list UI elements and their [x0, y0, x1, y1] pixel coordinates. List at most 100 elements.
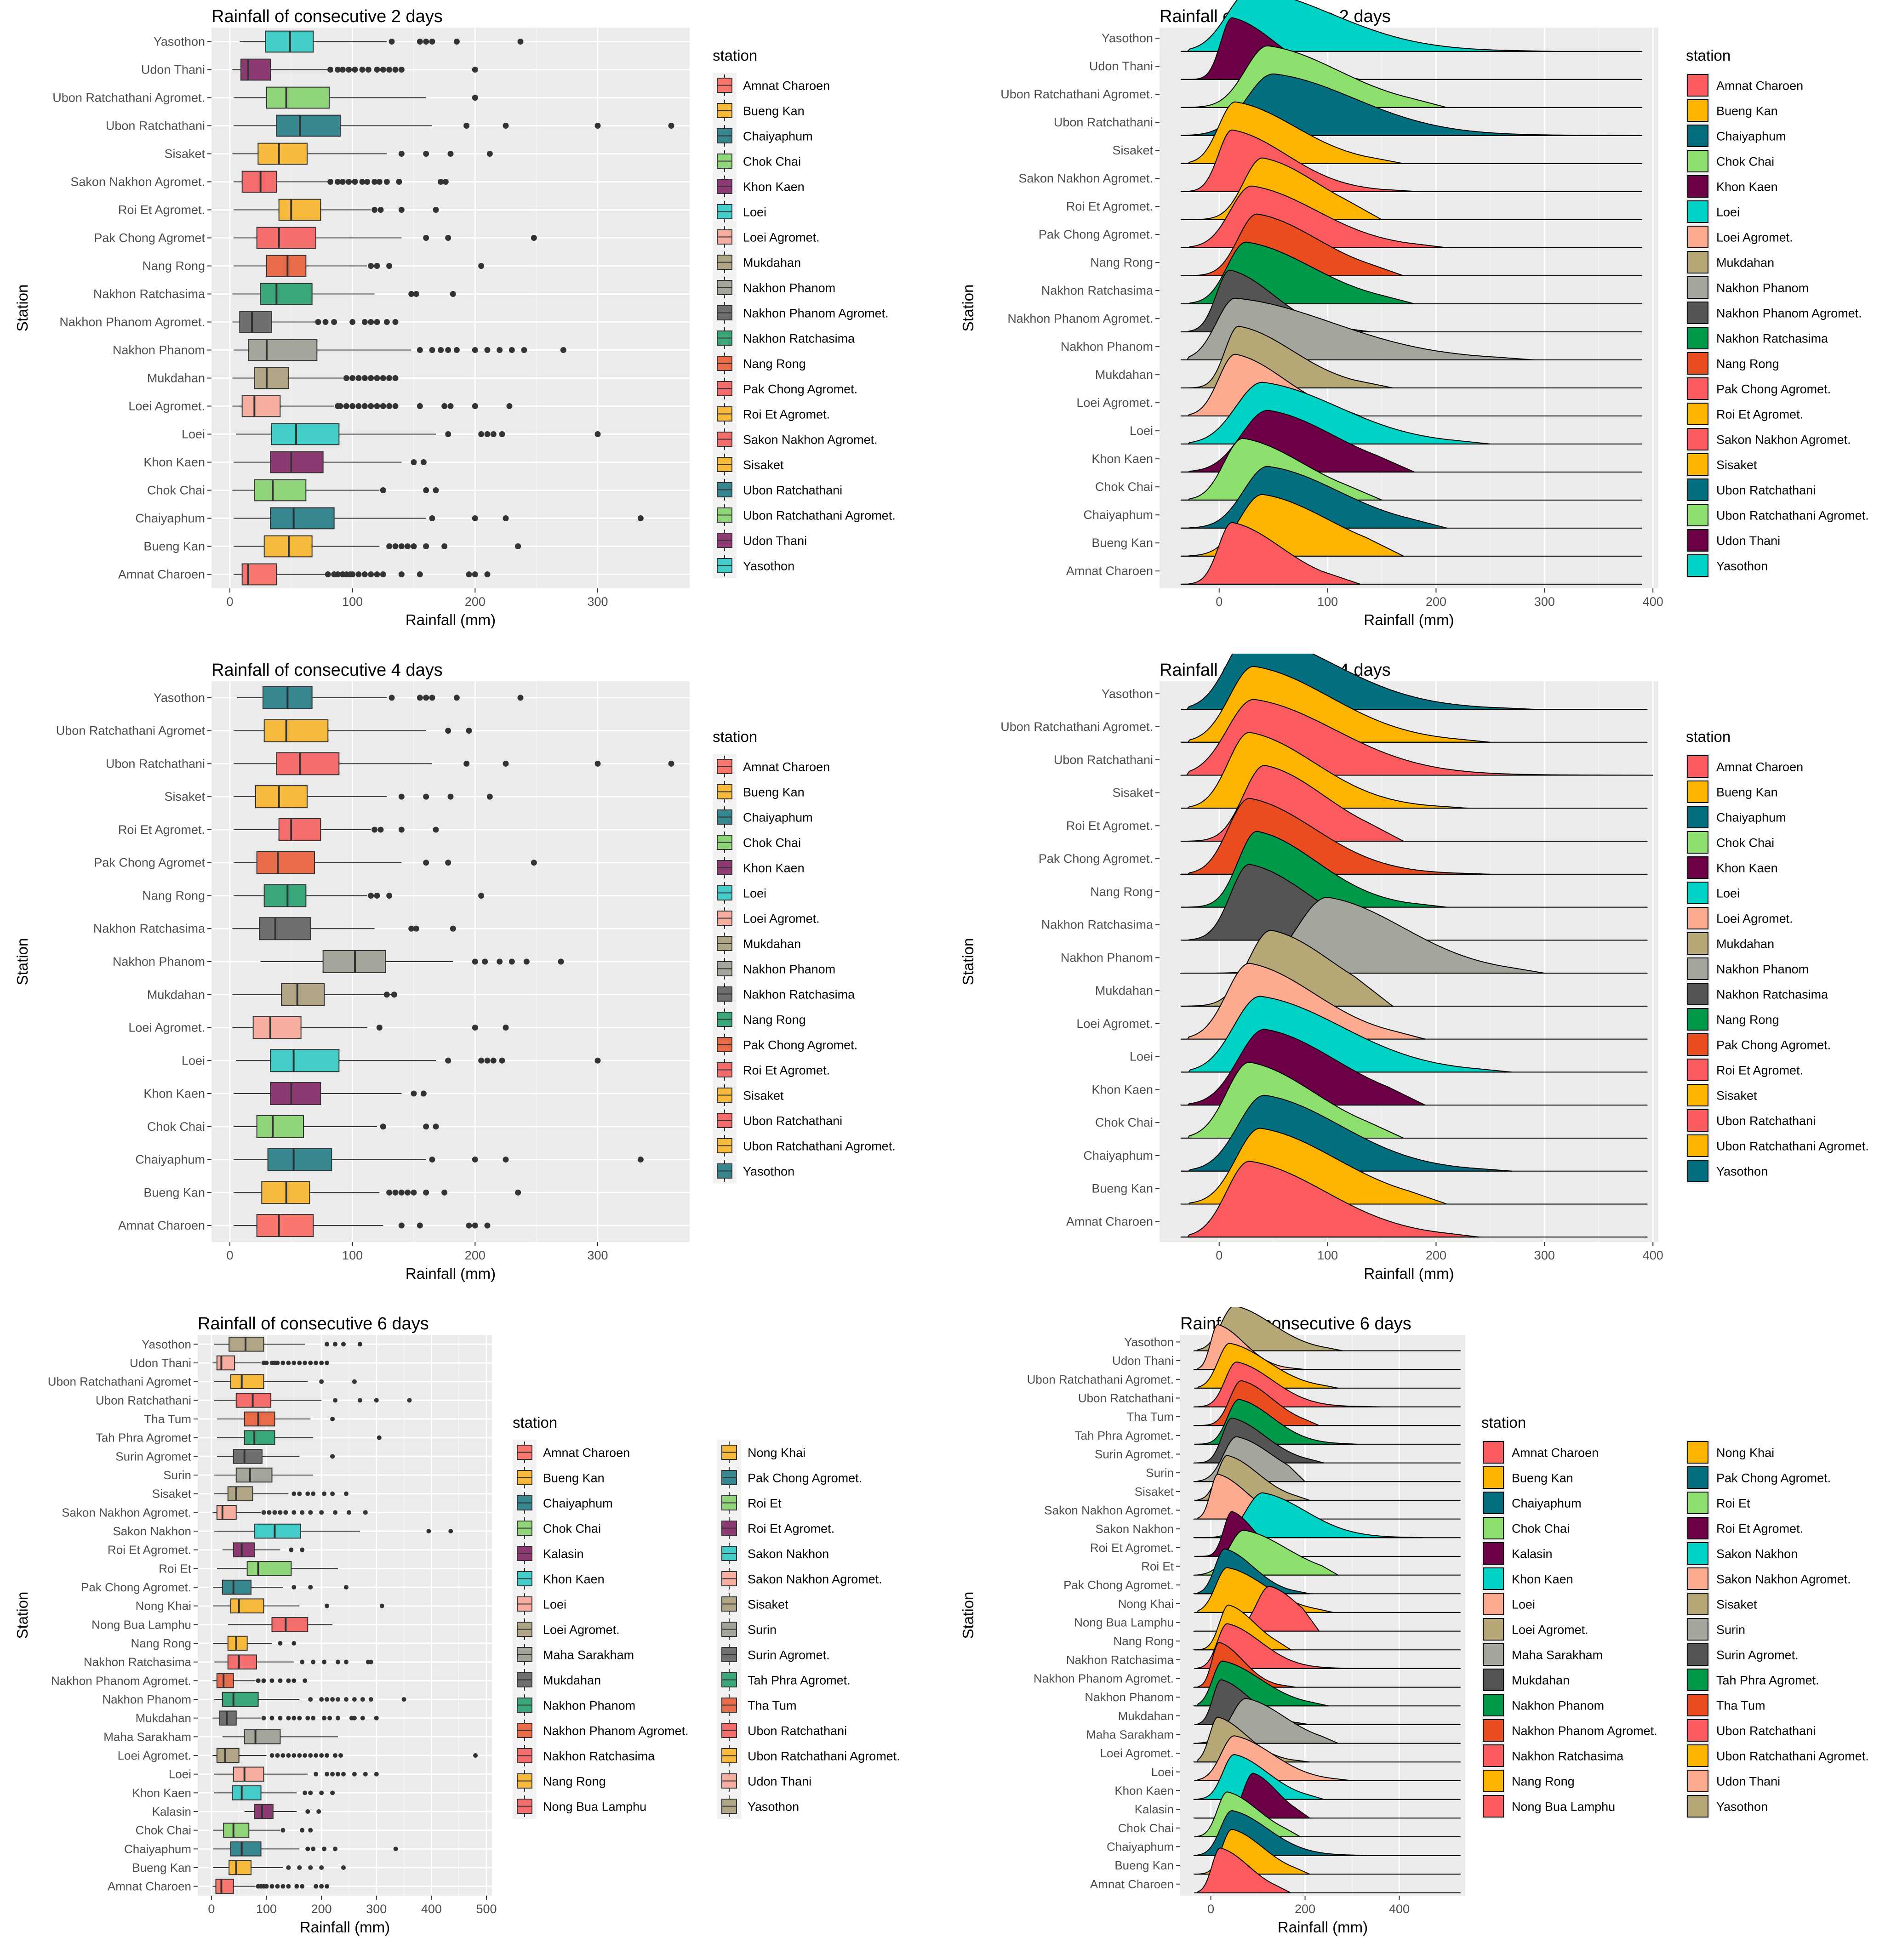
legend-key-yasothon — [1687, 1795, 1708, 1818]
outlier-loei — [478, 1057, 485, 1064]
outlier-udon-thani — [352, 67, 358, 73]
y-tick-label-nakhon-ratchasima: Nakhon Ratchasima — [93, 287, 206, 301]
outlier-bueng-kan — [441, 1189, 448, 1196]
y-tick-label-bueng-kan: Bueng Kan — [143, 1185, 205, 1199]
y-tick-label-khon-kaen: Khon Kaen — [1091, 452, 1153, 466]
legend-label-bueng-kan: Bueng Kan — [543, 1471, 605, 1485]
legend-label-sakon-nakhon-agromet: Sakon Nakhon Agromet. — [743, 433, 878, 447]
outlier-chaiyaphum — [322, 1846, 327, 1852]
outlier-udon-thani — [264, 1361, 269, 1365]
outlier-sakon-nakhon — [426, 1529, 431, 1533]
outlier-ubon-ratchathani — [463, 760, 470, 767]
legend-label-yasothon: Yasothon — [743, 1165, 794, 1179]
legend-key-sisaket — [1687, 453, 1708, 476]
legend-key-chaiyaphum — [1687, 125, 1708, 147]
outlier-sisaket — [398, 793, 405, 800]
box-nang-rong — [227, 1635, 248, 1651]
legend-label-chok-chai: Chok Chai — [1716, 836, 1774, 850]
legend-label-amnat-charoen: Amnat Charoen — [1716, 79, 1803, 93]
outlier-nong-khai — [325, 1603, 330, 1608]
legend-key-sisaket — [1687, 1593, 1708, 1615]
outlier-chaiyaphum — [311, 1846, 316, 1852]
plot-background — [198, 1335, 492, 1896]
outlier-pak-chong-agromet — [531, 860, 537, 866]
y-tick-label-loei-agromet: Loei Agromet. — [118, 1749, 191, 1762]
y-tick-label-sisaket: Sisaket — [164, 147, 205, 161]
legend-label-nang-rong: Nang Rong — [743, 357, 806, 371]
chart-box-2-days: Rainfall of consecutive 2 days 0 100 200 300… — [14, 7, 896, 628]
outlier-udon-thani — [365, 67, 371, 73]
y-tick-label-chok-chai: Chok Chai — [1095, 1116, 1153, 1129]
outlier-chaiyaphum — [472, 1157, 478, 1163]
outlier-nakhon-ratchasima — [300, 1659, 305, 1664]
legend-label-surin-agromet: Surin Agromet. — [1716, 1648, 1799, 1662]
outlier-yasothon — [417, 39, 423, 45]
outlier-loei — [314, 1772, 319, 1777]
outlier-roi-et-agromet — [377, 207, 384, 213]
outlier-loei — [499, 431, 505, 437]
legend-label-nakhon-ratchasima: Nakhon Ratchasima — [1716, 988, 1828, 1002]
outlier-sisaket — [305, 1491, 310, 1496]
x-tick-label: 500 — [476, 1902, 497, 1916]
y-tick-label-nakhon-phanom: Nakhon Phanom — [102, 1692, 191, 1706]
outlier-khon-kaen — [319, 1790, 324, 1795]
outlier-nakhon-ratchasima — [311, 1659, 316, 1664]
outlier-udon-thani — [335, 67, 341, 73]
legend-key-roi-et-agromet — [1687, 1059, 1708, 1081]
y-tick-label-yasothon: Yasothon — [142, 1337, 191, 1351]
legend-title: station — [1686, 47, 1731, 64]
y-tick-label-sisaket: Sisaket — [1112, 143, 1153, 157]
panel-ridge-2-days: Rainfall of consecutive 2 days0100200300… — [946, 0, 1891, 653]
legend-key-ubon-ratchathani — [1687, 479, 1708, 501]
outlier-yasothon — [517, 695, 524, 701]
y-tick-label-chaiyaphum: Chaiyaphum — [135, 512, 205, 525]
outlier-nakhon-phanom — [417, 347, 423, 353]
outlier-nakhon-phanom-agromet — [315, 319, 321, 325]
legend-label-nakhon-phanom: Nakhon Phanom — [1716, 281, 1809, 295]
y-tick-label-yasothon: Yasothon — [1124, 1335, 1174, 1349]
outlier-sakon-nakhon — [448, 1529, 453, 1533]
x-tick-label: 400 — [1389, 1902, 1410, 1916]
legend-label-yasothon: Yasothon — [748, 1800, 799, 1814]
y-tick-label-roi-et-agromet: Roi Et Agromet. — [118, 203, 205, 217]
y-tick-label-sakon-nakhon-agromet: Sakon Nakhon Agromet. — [1044, 1503, 1174, 1517]
legend-key-yasothon — [1687, 1160, 1708, 1182]
legend-label-nang-rong: Nang Rong — [1716, 1013, 1779, 1027]
outlier-nakhon-phanom-agromet — [303, 1678, 308, 1683]
outlier-khon-kaen — [411, 459, 417, 465]
outlier-loei — [484, 1057, 491, 1064]
ridge-roi-et-agromet — [1180, 157, 1384, 220]
outlier-roi-et-agromet — [371, 826, 378, 833]
y-tick-label-chok-chai: Chok Chai — [147, 484, 205, 497]
legend-label-amnat-charoen: Amnat Charoen — [1716, 760, 1803, 774]
y-tick-label-loei: Loei — [1130, 1050, 1153, 1064]
y-tick-label-tah-phra-agromet: Tah Phra Agromet. — [1075, 1429, 1174, 1442]
box-khon-kaen — [270, 451, 324, 473]
box-nakhon-ratchasima — [227, 1654, 257, 1669]
box-amnat-charoen — [256, 1214, 314, 1237]
outlier-sakon-nakhon-agromet — [371, 179, 378, 185]
x-axis-title: Rainfall (mm) — [406, 611, 496, 628]
legend-key-kalasin — [1483, 1542, 1504, 1565]
y-tick-label-amnat-charoen: Amnat Charoen — [118, 1219, 205, 1232]
legend-label-chok-chai: Chok Chai — [1716, 155, 1774, 169]
y-tick-label-loei-agromet: Loei Agromet. — [1100, 1746, 1174, 1760]
outlier-chaiyaphum — [503, 515, 509, 521]
legend-label-tah-phra-agromet: Tah Phra Agromet. — [748, 1674, 851, 1687]
outlier-nakhon-ratchasima — [408, 291, 415, 297]
outlier-amnat-charoen — [319, 1884, 324, 1889]
outlier-bueng-kan — [423, 1189, 429, 1196]
outlier-loei-agromet — [473, 1753, 478, 1758]
outlier-yasothon — [417, 695, 423, 701]
y-tick-label-mukdahan: Mukdahan — [136, 1711, 191, 1725]
legend-label-roi-et-agromet: Roi Et Agromet. — [1716, 1522, 1803, 1536]
box-mukdahan — [219, 1710, 237, 1726]
legend-key-roi-et-agromet — [1687, 403, 1708, 425]
outlier-loei-agromet — [361, 403, 368, 409]
outlier-yasothon — [429, 39, 435, 45]
outlier-loei — [499, 1057, 505, 1064]
box-roi-et-agromet — [278, 818, 321, 841]
legend-label-khon-kaen: Khon Kaen — [743, 861, 805, 875]
y-tick-label-mukdahan: Mukdahan — [1095, 984, 1153, 997]
